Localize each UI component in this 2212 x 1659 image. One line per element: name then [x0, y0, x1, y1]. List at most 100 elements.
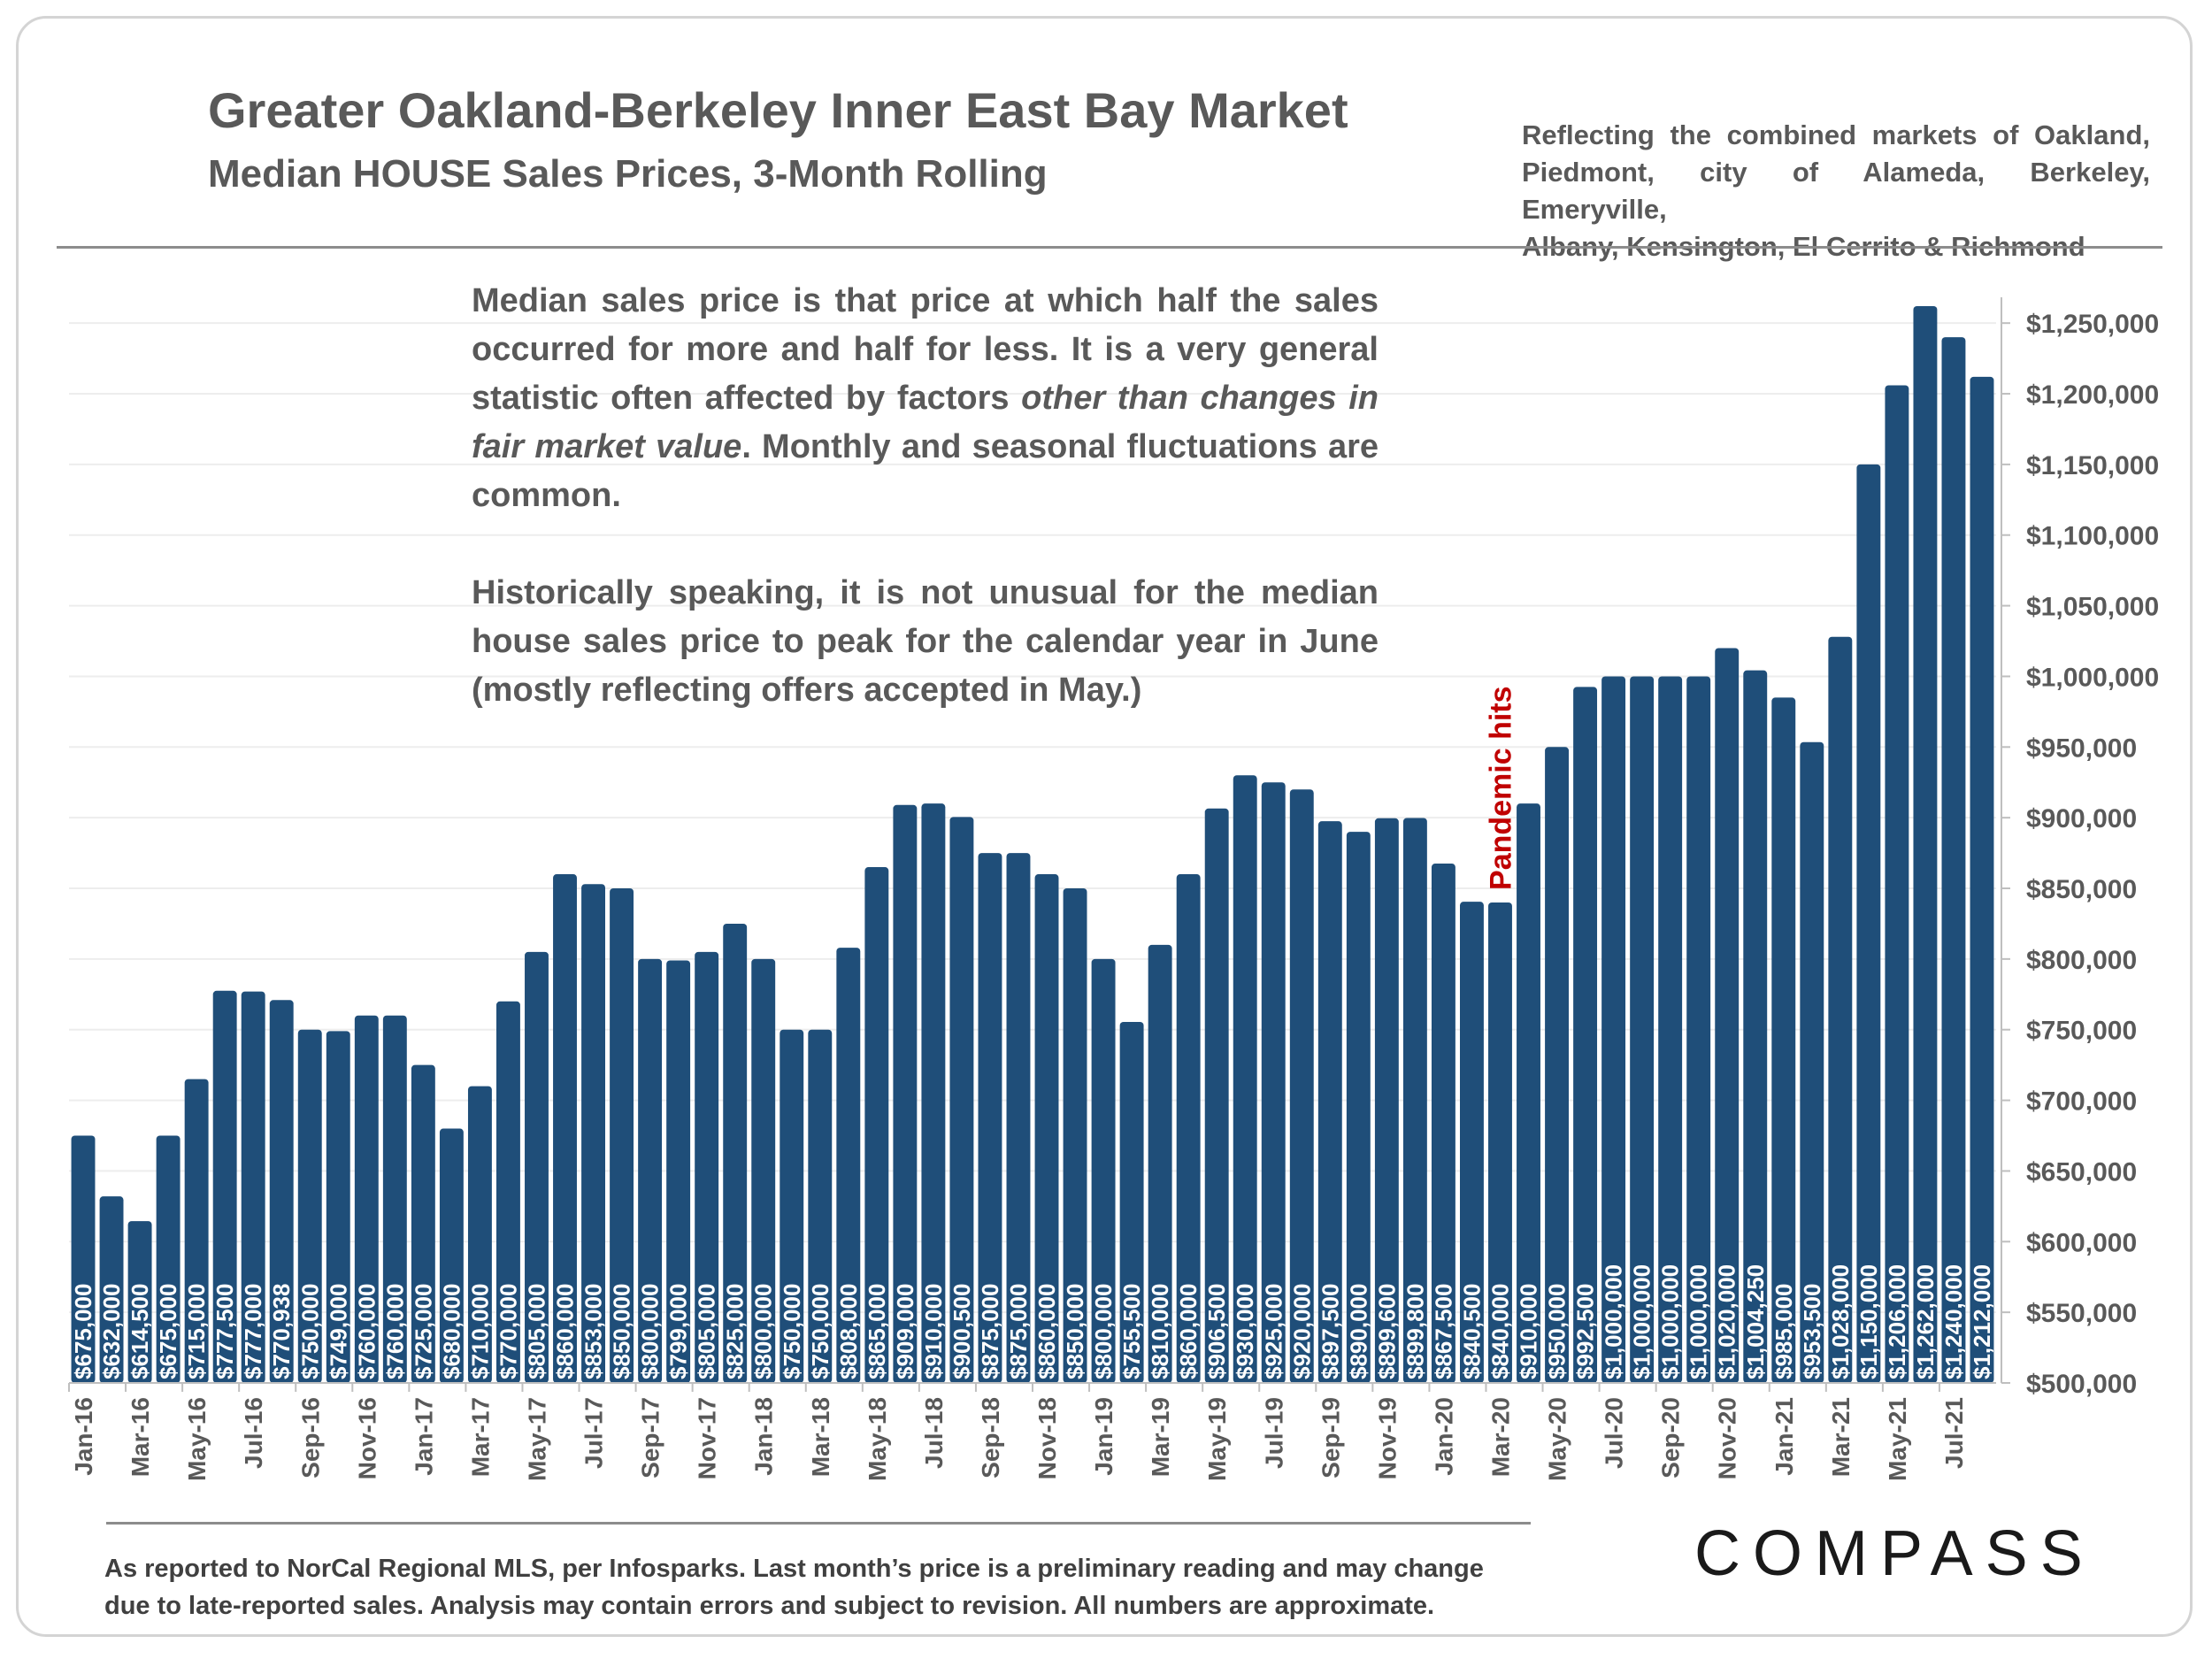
x-tick-label: Jul-16: [240, 1397, 267, 1469]
x-tick-label: Jan-21: [1770, 1397, 1798, 1476]
bar-value-label: $614,500: [127, 1284, 153, 1379]
bar: [1374, 818, 1399, 1383]
x-tick-label: Mar-21: [1827, 1397, 1855, 1477]
bar-value-label: $930,000: [1232, 1284, 1258, 1379]
bar: [1006, 853, 1031, 1383]
y-tick-label: $1,150,000: [2026, 451, 2159, 480]
compass-logo: COMPASS: [1694, 1518, 2095, 1589]
bar-value-label: $825,000: [722, 1284, 749, 1379]
bar: [836, 948, 861, 1383]
bar-value-label: $750,000: [807, 1284, 833, 1379]
bar: [1885, 385, 1909, 1383]
bar: [1402, 818, 1427, 1383]
x-tick-label: Nov-20: [1714, 1397, 1741, 1479]
bar: [297, 1029, 322, 1383]
bar-value-label: $899,800: [1402, 1284, 1428, 1379]
bar-value-label: $850,000: [1062, 1284, 1088, 1379]
bar-value-label: $1,000,000: [1657, 1264, 1684, 1379]
bar: [581, 884, 605, 1383]
bar: [978, 853, 1002, 1383]
x-tick-label: May-20: [1544, 1397, 1571, 1481]
chart-subtitle: Median HOUSE Sales Prices, 3-Month Rolli…: [208, 152, 1048, 196]
y-tick-label: $700,000: [2026, 1087, 2137, 1117]
bar-value-label: $860,000: [1175, 1284, 1202, 1379]
y-tick-label: $550,000: [2026, 1299, 2137, 1328]
coverage-note: Reflecting the combined markets of Oakla…: [1522, 117, 2150, 265]
bar-value-label: $875,000: [977, 1284, 1003, 1379]
bar-value-label: $953,500: [1799, 1284, 1825, 1379]
bar: [1204, 808, 1229, 1383]
bar: [864, 867, 889, 1383]
bar-value-label: $755,500: [1118, 1284, 1145, 1379]
bar-value-label: $675,000: [70, 1284, 96, 1379]
x-tick-label: Nov-19: [1373, 1397, 1401, 1479]
bar-value-label: $1,000,000: [1686, 1264, 1712, 1379]
bar: [723, 923, 748, 1383]
bar: [1573, 687, 1598, 1383]
y-tick-label: $600,000: [2026, 1228, 2137, 1257]
explanation-text: Median sales price is that price at whic…: [472, 277, 1379, 715]
bar-value-label: $992,500: [1572, 1284, 1599, 1379]
y-tick-label: $900,000: [2026, 804, 2137, 833]
x-tick-label: May-18: [864, 1397, 891, 1481]
bar-value-label: $840,500: [1458, 1284, 1485, 1379]
bar-value-label: $950,000: [1544, 1284, 1571, 1379]
bar: [1970, 376, 1994, 1383]
chart-frame: [16, 16, 2193, 1637]
x-tick-label: Sep-19: [1317, 1397, 1344, 1479]
bar: [666, 960, 691, 1383]
bar-value-label: $715,000: [183, 1284, 210, 1379]
bar: [269, 1000, 294, 1383]
bar-value-label: $800,000: [1090, 1284, 1117, 1379]
bar: [439, 1128, 464, 1383]
bar-value-label: $725,000: [410, 1284, 436, 1379]
bar: [1743, 670, 1768, 1383]
pandemic-annotation: Pandemic hits: [1484, 686, 1517, 890]
bar: [99, 1196, 124, 1383]
bar: [1488, 902, 1512, 1383]
header-divider: [57, 246, 2162, 249]
bar-value-label: $920,000: [1288, 1284, 1315, 1379]
bar-value-label: $860,000: [552, 1284, 579, 1379]
x-tick-label: Jul-20: [1601, 1397, 1628, 1469]
bar: [156, 1135, 180, 1383]
bar: [1431, 864, 1455, 1383]
x-tick-label: Nov-17: [694, 1397, 721, 1479]
bar-value-label: $760,000: [353, 1284, 380, 1379]
x-tick-label: Sep-20: [1657, 1397, 1685, 1479]
x-tick-label: Jan-16: [70, 1397, 97, 1476]
y-tick-label: $850,000: [2026, 875, 2137, 904]
bar: [1771, 697, 1796, 1383]
bar: [1233, 775, 1257, 1383]
bar-value-label: $777,000: [240, 1284, 266, 1379]
bar: [1289, 789, 1314, 1383]
x-tick-label: Jan-19: [1090, 1397, 1118, 1476]
bar-value-label: $899,600: [1373, 1284, 1400, 1379]
x-tick-label: Mar-17: [466, 1397, 494, 1477]
bar-value-label: $910,000: [920, 1284, 947, 1379]
bar: [1630, 676, 1655, 1383]
bar-value-label: $800,000: [637, 1284, 664, 1379]
x-tick-label: Nov-18: [1033, 1397, 1061, 1479]
x-tick-label: May-17: [523, 1397, 550, 1481]
x-tick-label: Jul-18: [920, 1397, 948, 1469]
x-tick-label: Jan-17: [410, 1397, 437, 1476]
bar: [241, 991, 265, 1383]
bar-value-label: $810,000: [1147, 1284, 1173, 1379]
bar-value-label: $910,000: [1516, 1284, 1542, 1379]
bar: [1715, 648, 1740, 1383]
footnote-line-1: As reported to NorCal Regional MLS, per …: [104, 1555, 1484, 1583]
bar-value-label: $632,000: [98, 1284, 125, 1379]
y-tick-label: $750,000: [2026, 1017, 2137, 1046]
bar: [751, 958, 776, 1383]
bar: [808, 1029, 833, 1383]
explanation-paragraph-1: Median sales price is that price at whic…: [472, 277, 1379, 520]
y-tick-label: $1,250,000: [2026, 310, 2159, 339]
bar: [1346, 832, 1371, 1383]
bar: [1063, 888, 1087, 1383]
bar-value-label: $906,500: [1203, 1284, 1230, 1379]
x-tick-label: Sep-17: [637, 1397, 664, 1479]
x-tick-label: Nov-16: [353, 1397, 380, 1479]
x-tick-label: Mar-18: [807, 1397, 834, 1477]
